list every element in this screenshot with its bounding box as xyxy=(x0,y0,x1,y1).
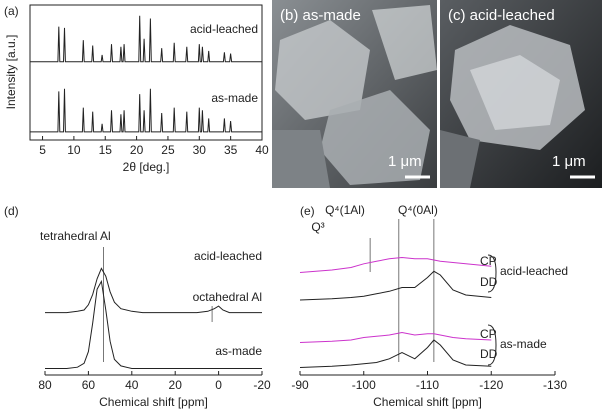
spectrum xyxy=(30,15,262,63)
group-label: as-made xyxy=(500,337,547,351)
x-axis-label: Chemical shift [ppm] xyxy=(99,395,208,409)
spectrum xyxy=(299,256,492,273)
x-tick-label: 40 xyxy=(255,143,269,157)
image-label: (b) as-made xyxy=(280,7,361,24)
scale-label: 1 μm xyxy=(388,153,422,170)
series-label: DD xyxy=(480,275,498,289)
series-label: CP xyxy=(480,327,497,341)
x-tick-label: -20 xyxy=(253,378,271,392)
x-tick-label: 30 xyxy=(193,143,207,157)
spectrum xyxy=(30,88,262,133)
x-tick-label: 0 xyxy=(215,378,222,392)
group-label: acid-leached xyxy=(500,264,568,278)
x-tick-label: 80 xyxy=(38,378,52,392)
x-axis-label: 2θ [deg.] xyxy=(123,160,170,174)
spectrum xyxy=(45,267,262,314)
x-tick-label: -120 xyxy=(479,378,503,392)
panel-label: (e) xyxy=(300,204,315,218)
series-label: acid-leached xyxy=(194,249,262,263)
sem-image-b: (b) as-made 1 μm xyxy=(272,0,437,188)
scale-label: 1 μm xyxy=(552,153,586,170)
x-tick-label: 20 xyxy=(169,378,183,392)
series-label: DD xyxy=(480,347,498,361)
spectrum xyxy=(299,270,492,301)
x-tick-label: -110 xyxy=(416,378,439,392)
x-tick-label: -130 xyxy=(543,378,567,392)
marker-label: tetrahedral Al xyxy=(40,229,111,243)
marker-label: Q⁴(0Al) xyxy=(398,203,438,217)
marker-label: octahedral Al xyxy=(193,290,262,304)
series-label: as-made xyxy=(211,91,258,105)
series-label: as-made xyxy=(215,344,262,358)
sem-image-c: (c) acid-leached 1 μm xyxy=(440,0,602,188)
x-tick-label: 60 xyxy=(82,378,96,392)
panel-label: (a) xyxy=(4,4,19,18)
x-tick-label: 10 xyxy=(67,143,81,157)
x-axis-label: Chemical shift [ppm] xyxy=(373,395,482,409)
x-tick-label: -90 xyxy=(291,378,309,392)
marker-label: Q⁴(1Al) xyxy=(325,203,365,217)
group-bracket xyxy=(487,324,497,366)
spectrum xyxy=(45,279,262,369)
x-tick-label: 5 xyxy=(39,143,46,157)
spectrum xyxy=(299,331,492,343)
series-label: acid-leached xyxy=(190,22,258,36)
axes-frame xyxy=(29,4,263,141)
panel-label: (d) xyxy=(4,204,19,218)
x-tick-label: 20 xyxy=(130,143,144,157)
group-bracket xyxy=(487,254,497,293)
x-tick-label: 40 xyxy=(125,378,139,392)
x-tick-label: 15 xyxy=(99,143,113,157)
image-label: (c) acid-leached xyxy=(448,7,555,24)
marker-label: Q³ xyxy=(311,220,324,234)
x-tick-label: 35 xyxy=(224,143,238,157)
y-axis-label: Intensity [a.u.] xyxy=(4,35,18,110)
spectrum xyxy=(299,339,492,368)
x-tick-label: 25 xyxy=(161,143,175,157)
x-tick-label: -100 xyxy=(352,378,376,392)
series-label: CP xyxy=(480,254,497,268)
